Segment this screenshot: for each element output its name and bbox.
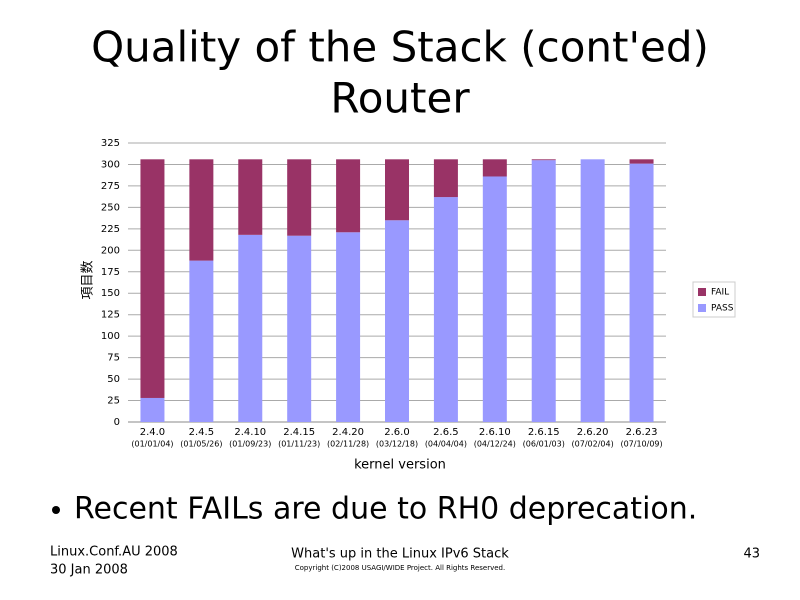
y-tick-label: 175	[101, 267, 120, 278]
bar-segment	[140, 159, 165, 398]
bar-segment	[531, 159, 556, 161]
bar-segment	[385, 159, 409, 221]
bar-segment	[287, 235, 312, 422]
y-tick-label: 325	[101, 138, 120, 149]
bar-segment	[580, 159, 605, 422]
x-tick-sublabel: (01/11/23)	[278, 440, 320, 449]
footer-center: What's up in the Linux IPv6 Stack	[291, 547, 509, 562]
y-tick-label: 0	[114, 417, 120, 428]
bar-segment	[336, 232, 361, 422]
legend-swatch	[698, 288, 706, 296]
y-axis-label: 項目数	[81, 260, 96, 299]
y-tick-label: 75	[107, 353, 120, 364]
x-tick-label: 2.4.15	[283, 427, 315, 438]
y-tick-label: 25	[107, 396, 120, 407]
x-tick-sublabel: (04/04/04)	[425, 440, 467, 449]
bar-segment	[140, 397, 165, 422]
y-tick-label: 150	[101, 288, 120, 299]
bar-segment	[238, 159, 263, 235]
x-tick-label: 2.6.0	[384, 427, 409, 438]
bar-segment	[433, 197, 458, 422]
bar-segment	[336, 159, 361, 233]
bar-segment	[433, 159, 458, 198]
x-tick-sublabel: (01/01/04)	[131, 440, 173, 449]
slide-title: Quality of the Stack (cont'ed)	[91, 23, 709, 72]
x-tick-sublabel: (03/12/18)	[376, 440, 418, 449]
bar-segment	[482, 176, 507, 422]
y-tick-label: 50	[107, 374, 120, 385]
legend-swatch	[698, 304, 706, 312]
x-tick-label: 2.4.10	[234, 427, 266, 438]
bar-segment	[531, 160, 556, 422]
y-tick-label: 300	[101, 159, 120, 170]
bar-segment	[189, 159, 214, 261]
x-tick-sublabel: (07/10/09)	[620, 440, 662, 449]
x-tick-label: 2.6.5	[433, 427, 458, 438]
x-tick-label: 2.4.5	[189, 427, 214, 438]
x-tick-label: 2.6.15	[528, 427, 560, 438]
footer-left: 30 Jan 2008	[50, 563, 128, 578]
x-tick-label: 2.6.20	[577, 427, 609, 438]
x-tick-sublabel: (01/05/26)	[180, 440, 222, 449]
footer-left: Linux.Conf.AU 2008	[50, 545, 178, 560]
bar-segment	[189, 260, 214, 422]
x-tick-sublabel: (06/01/03)	[523, 440, 565, 449]
bar-segment	[482, 159, 507, 177]
x-tick-label: 2.6.23	[626, 427, 658, 438]
bar-segment	[238, 234, 263, 422]
legend-label: PASS	[711, 304, 734, 314]
x-tick-label: 2.4.20	[332, 427, 364, 438]
x-tick-sublabel: (04/12/24)	[474, 440, 516, 449]
y-tick-label: 225	[101, 224, 120, 235]
bullet-text: Recent FAILs are due to RH0 deprecation.	[74, 492, 697, 527]
bar-segment	[385, 220, 409, 422]
copyright: Copyright (C)2008 USAGI/WIDE Project. Al…	[295, 564, 505, 572]
x-tick-sublabel: (01/09/23)	[229, 440, 271, 449]
slide-title: Router	[330, 74, 470, 123]
x-tick-sublabel: (07/02/04)	[572, 440, 614, 449]
y-tick-label: 200	[101, 245, 120, 256]
x-tick-sublabel: (02/11/28)	[327, 440, 369, 449]
x-axis-label: kernel version	[354, 458, 446, 473]
bar-segment	[629, 163, 654, 422]
legend-label: FAIL	[711, 288, 729, 298]
x-tick-label: 2.4.0	[140, 427, 165, 438]
x-tick-label: 2.6.10	[479, 427, 511, 438]
page-number: 43	[743, 547, 760, 562]
y-tick-label: 250	[101, 202, 120, 213]
bar-segment	[629, 159, 654, 164]
bar-segment	[287, 159, 312, 236]
y-tick-label: 125	[101, 310, 120, 321]
y-tick-label: 275	[101, 181, 120, 192]
y-tick-label: 100	[101, 331, 120, 342]
bullet-dot	[52, 506, 60, 514]
